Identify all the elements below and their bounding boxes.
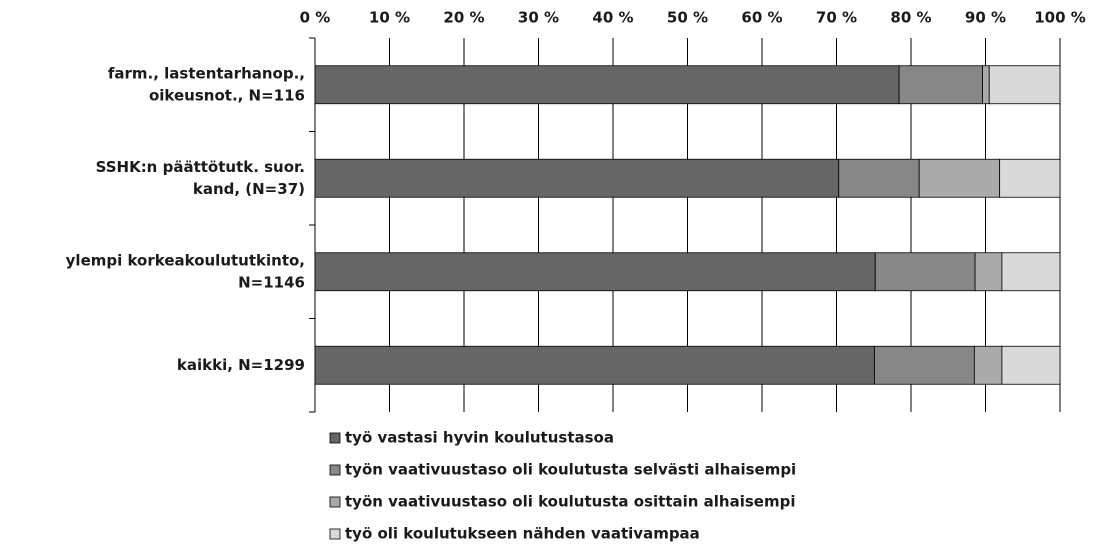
legend-label: työ vastasi hyvin koulutustasoa (345, 429, 614, 447)
x-tick-label: 40 % (592, 9, 633, 27)
bar-segment (838, 158, 920, 198)
bar-segment (982, 65, 990, 105)
bar-segment (1001, 345, 1061, 385)
x-tick-label: 70 % (816, 9, 857, 27)
y-tick-label: kaikki, N=1299 (177, 356, 305, 374)
y-tick-label: SSHK:n päättötutk. suor. (96, 158, 305, 176)
y-tick-label: ylempi korkeakoulututkinto, (66, 251, 305, 269)
legend-label: työn vaativuustaso oli koulutusta selväs… (345, 461, 796, 479)
y-tick-label: kand, (N=37) (193, 180, 305, 198)
x-tick-label: 90 % (965, 9, 1006, 27)
x-tick-label: 20 % (443, 9, 484, 27)
bar-segment (918, 158, 1001, 198)
bar-segment (314, 158, 840, 198)
y-tick-label: farm., lastentarhanop., (108, 64, 305, 82)
legend-label: työn vaativuustaso oli koulutusta ositta… (345, 493, 795, 511)
bar-segment (898, 65, 983, 105)
legend-swatch (329, 528, 341, 540)
bar-segment (314, 345, 875, 385)
x-tick-label: 60 % (741, 9, 782, 27)
x-tick-label: 100 % (1034, 9, 1086, 27)
bar-segment (988, 65, 1061, 105)
legend-swatch (329, 432, 341, 444)
bar-segment (874, 252, 976, 292)
x-tick-label: 50 % (667, 9, 708, 27)
bar-segment (874, 345, 975, 385)
bar-segment (974, 252, 1003, 292)
legend-swatch (329, 464, 341, 476)
legend-label: työ oli koulutukseen nähden vaativampaa (345, 525, 700, 543)
legend-swatch (329, 496, 341, 508)
bar-segment (973, 345, 1003, 385)
bar-segment (999, 158, 1061, 198)
bar-segment (1001, 252, 1061, 292)
x-tick-label: 30 % (518, 9, 559, 27)
x-tick-label: 0 % (300, 9, 331, 27)
bar-segment (314, 65, 900, 105)
x-tick-label: 10 % (369, 9, 410, 27)
y-tick-label: oikeusnot., N=116 (149, 86, 305, 104)
x-tick-label: 80 % (890, 9, 931, 27)
bar-segment (314, 252, 876, 292)
y-tick-label: N=1146 (238, 273, 305, 291)
